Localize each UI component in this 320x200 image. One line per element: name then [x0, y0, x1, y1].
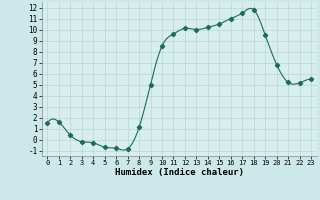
X-axis label: Humidex (Indice chaleur): Humidex (Indice chaleur)	[115, 168, 244, 177]
